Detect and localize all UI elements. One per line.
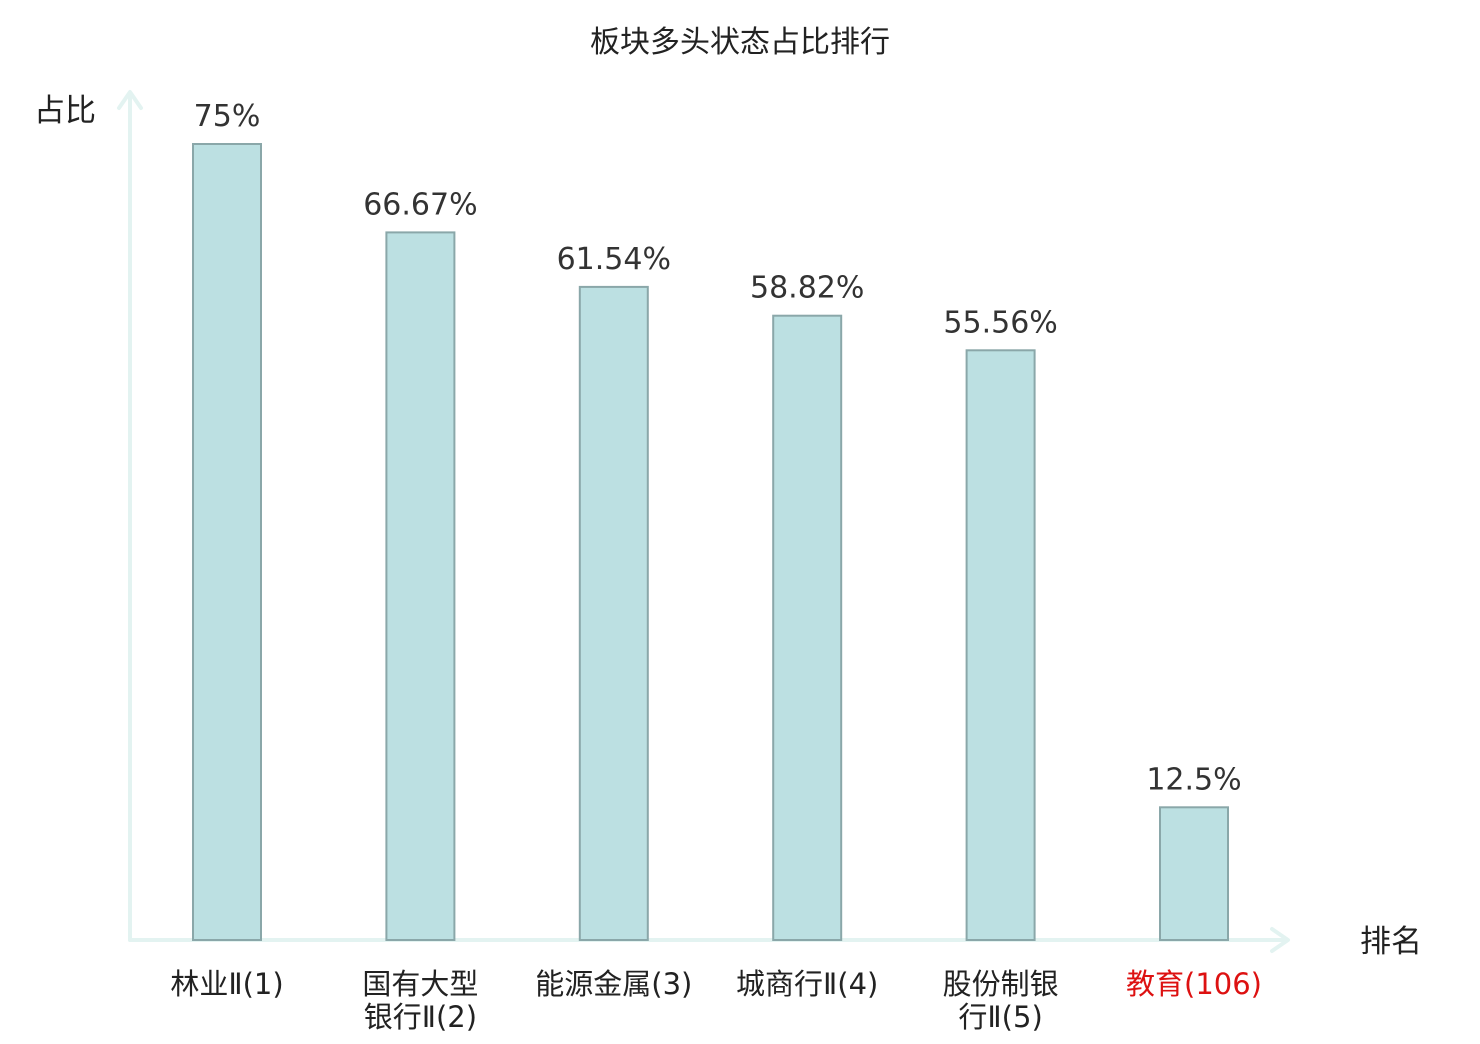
value-label-6: 12.5% xyxy=(1146,762,1241,797)
value-label-2: 66.67% xyxy=(363,187,477,222)
category-labels-group: 林业Ⅱ(1) 国有大型银行Ⅱ(2) 能源金属(3) 城商行Ⅱ(4) 股份制银行Ⅱ(5) 教… xyxy=(170,967,1262,1034)
chart-title: 板块多头状态占比排行 xyxy=(590,25,890,60)
category-label-1-line-1: 林业Ⅱ(1) xyxy=(170,967,283,1001)
category-label-6: 教育(106) xyxy=(1126,967,1262,1001)
category-label-4: 城商行Ⅱ(4) xyxy=(736,967,878,1001)
value-label-3: 61.54% xyxy=(557,242,671,277)
value-label-5: 55.56% xyxy=(943,305,1057,340)
bar-4 xyxy=(772,314,843,941)
x-axis-arrow xyxy=(1270,927,1290,953)
bar-2 xyxy=(385,231,456,941)
value-labels-group: 75% 66.67% 61.54% 58.82% 55.56% 12.5% xyxy=(194,99,1242,797)
axes xyxy=(117,90,1290,953)
category-label-4-line-1: 城商行Ⅱ(4) xyxy=(736,967,878,1001)
bar-1 xyxy=(192,143,262,941)
x-axis-label: 排名 xyxy=(1360,924,1422,960)
category-label-6-line-1: 教育(106) xyxy=(1126,967,1262,1001)
category-label-5-line-2: 行Ⅱ(5) xyxy=(958,1000,1042,1034)
category-label-5-line-1: 股份制银 xyxy=(943,967,1059,1001)
category-label-3: 能源金属(3) xyxy=(535,967,692,1001)
category-label-2: 国有大型银行Ⅱ(2) xyxy=(362,967,478,1034)
y-axis-arrow xyxy=(117,90,143,110)
category-label-2-line-2: 银行Ⅱ(2) xyxy=(364,1000,477,1034)
bars-group xyxy=(192,143,1229,941)
bar-3 xyxy=(578,285,649,941)
category-label-2-line-1: 国有大型 xyxy=(362,967,478,1001)
value-label-4: 58.82% xyxy=(750,271,864,306)
y-axis-label: 占比 xyxy=(34,93,96,129)
bar-5 xyxy=(965,349,1036,941)
category-label-5: 股份制银行Ⅱ(5) xyxy=(943,967,1059,1034)
category-label-3-line-1: 能源金属(3) xyxy=(535,967,692,1001)
category-label-1: 林业Ⅱ(1) xyxy=(170,967,283,1001)
value-label-1: 75% xyxy=(194,99,261,134)
bar-6 xyxy=(1159,806,1229,941)
